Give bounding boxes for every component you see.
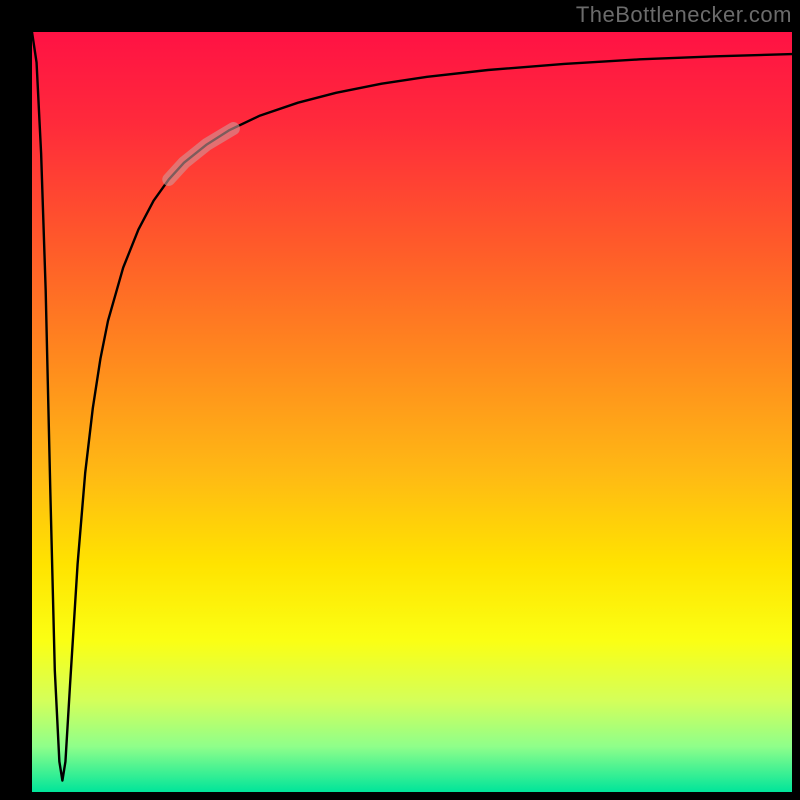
curve-layer	[32, 32, 792, 792]
highlight-segment	[169, 129, 234, 180]
watermark-label: TheBottlenecker.com	[576, 2, 792, 28]
bottleneck-curve	[32, 32, 792, 781]
plot-area	[32, 32, 792, 792]
stage: TheBottlenecker.com	[0, 0, 800, 800]
